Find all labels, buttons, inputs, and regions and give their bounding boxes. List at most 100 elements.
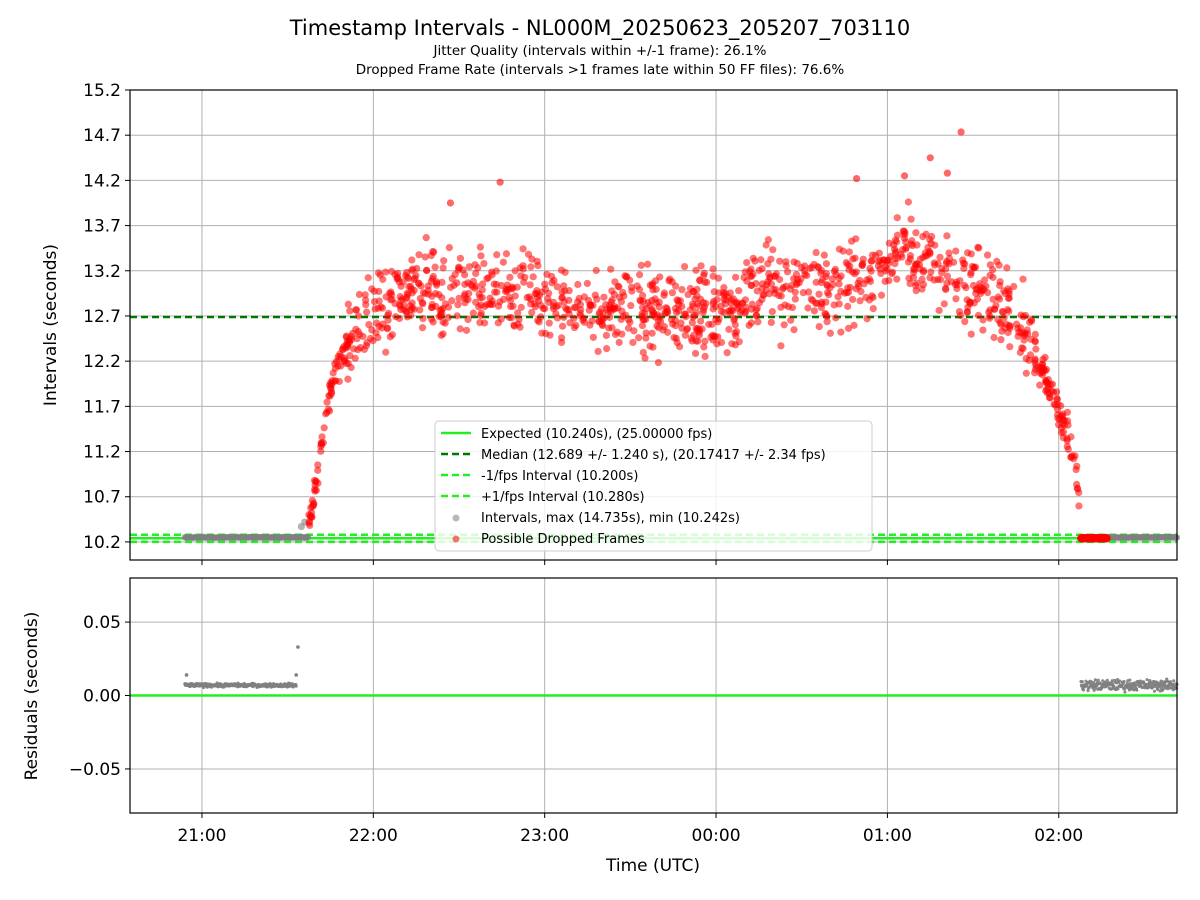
dropped-frame-point: [539, 304, 547, 313]
dropped-frame-point: [558, 288, 566, 296]
dropped-frame-point: [435, 312, 443, 321]
dropped-frame-point: [583, 279, 591, 288]
dropped-frame-point: [755, 266, 763, 275]
dropped-frame-point: [599, 312, 607, 320]
intervals-y-tick-label: 10.2: [83, 533, 121, 553]
residual-point: [184, 673, 189, 677]
dropped-frame-point: [723, 349, 731, 357]
dropped-frame-point: [563, 306, 571, 314]
residual-point: [1089, 680, 1093, 684]
dropped-frame-point: [592, 266, 600, 275]
dropped-frame-point: [402, 271, 410, 280]
dropped-frame-point: [783, 268, 792, 276]
dropped-frame-point: [598, 320, 606, 329]
dropped-frame-point: [545, 289, 553, 297]
dropped-frame-point: [416, 306, 424, 314]
dropped-frame-point: [427, 277, 435, 286]
dropped-frame-point: [422, 266, 431, 275]
dropped-frame-point: [777, 342, 785, 350]
dropped-frame-point: [486, 294, 494, 302]
dropped-frame-point: [869, 305, 877, 313]
dropped-frame-point: [438, 278, 446, 286]
dropped-frame-point: [439, 318, 447, 326]
dropped-frame-point: [859, 255, 867, 263]
dropped-frame-point: [483, 300, 491, 309]
dropped-frame-point: [627, 283, 636, 291]
dropped-frame-point: [515, 315, 523, 324]
dropped-frame-point: [697, 262, 705, 270]
dropped-frame-point: [615, 338, 623, 347]
dropped-frame-point: [994, 293, 1002, 301]
dropped-frame-point: [343, 343, 351, 351]
dropped-frame-point: [439, 264, 447, 272]
residual-point: [1110, 679, 1114, 683]
dropped-frame-point: [844, 302, 852, 310]
dropped-frame-point: [386, 333, 394, 341]
dropped-frame-point: [821, 309, 829, 317]
dropped-frame-point: [395, 278, 403, 286]
dropped-frame-point: [957, 128, 965, 136]
legend-expected-label: Expected (10.240s), (25.00000 fps): [481, 427, 712, 442]
dropped-frame-point: [1031, 330, 1039, 338]
dropped-frame-point: [801, 262, 809, 270]
residuals-x-ticks: 21:00 22:00 23:00 00:00 01:00 02:00: [177, 813, 1083, 846]
dropped-frame-point: [664, 328, 672, 336]
dropped-frame-point: [317, 447, 325, 455]
dropped-frame-point: [477, 301, 485, 309]
dropped-frame-point: [642, 329, 650, 337]
dropped-frame-point: [430, 248, 438, 256]
dropped-frame-point: [528, 255, 536, 263]
dropped-frame-point: [945, 254, 954, 262]
legend-intervals-swatch: [452, 514, 460, 522]
dropped-frame-point: [535, 318, 543, 326]
dropped-frame-point: [703, 278, 711, 286]
dropped-frame-point: [717, 302, 725, 310]
dropped-frame-point: [967, 330, 975, 338]
dropped-frame-point: [453, 312, 461, 320]
dropped-frame-point: [927, 268, 935, 276]
dropped-frame-point: [823, 318, 831, 326]
dropped-frame-point: [531, 300, 539, 308]
dropped-frame-point: [641, 354, 649, 362]
legend-dropped-swatch: [452, 535, 460, 543]
dropped-frame-point: [888, 269, 896, 278]
dropped-frame-point: [1063, 408, 1071, 416]
dropped-frame-point: [943, 232, 951, 240]
dropped-frame-point: [602, 331, 610, 340]
dropped-frame-point: [709, 300, 717, 308]
x-tick-label: 23:00: [520, 826, 569, 846]
dropped-frame-point: [916, 265, 924, 273]
dropped-frame-point: [906, 279, 914, 288]
dropped-frame-point: [561, 268, 569, 276]
dropped-frame-point: [654, 358, 663, 367]
dropped-frame-point: [403, 293, 411, 301]
dropped-frame-point: [955, 307, 963, 316]
residual-point: [1123, 690, 1127, 694]
dropped-frame-point: [801, 270, 809, 279]
dropped-frame-point: [526, 281, 534, 289]
dropped-frame-point: [769, 246, 777, 254]
title-block: Timestamp Intervals - NL000M_20250623_20…: [0, 14, 1200, 80]
dropped-frame-point: [618, 330, 626, 338]
residual-point: [1122, 679, 1126, 684]
dropped-frame-point: [849, 295, 857, 304]
dropped-frame-point: [678, 286, 686, 294]
dropped-frame-point: [768, 307, 776, 316]
dropped-frame-point: [691, 349, 700, 358]
dropped-frame-point: [476, 243, 484, 251]
residuals-y-ticks: −0.05 0.00 0.05: [69, 613, 130, 780]
jitter-quality-subtitle: Jitter Quality (intervals within +/-1 fr…: [433, 43, 767, 59]
dropped-frame-point: [318, 433, 326, 441]
dropped-frame-point: [408, 299, 416, 307]
dropped-frame-point: [472, 269, 480, 278]
dropped-frame-point: [344, 359, 352, 368]
dropped-frame-point: [1038, 371, 1047, 379]
dropped-frame-point: [638, 321, 647, 330]
dropped-frame-point: [317, 442, 325, 450]
dropped-frame-point: [986, 261, 994, 269]
dropped-frame-point: [560, 313, 568, 321]
dropped-frame-point: [668, 278, 676, 286]
dropped-frame-point: [334, 362, 342, 370]
dropped-frame-point: [629, 338, 637, 347]
dropped-frame-point: [782, 258, 790, 266]
